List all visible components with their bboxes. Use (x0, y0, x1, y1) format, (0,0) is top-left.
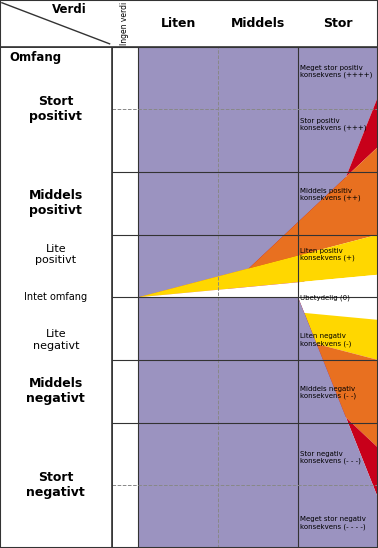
Text: Omfang: Omfang (9, 51, 61, 64)
Text: Middels positiv
konsekvens (++): Middels positiv konsekvens (++) (300, 188, 361, 201)
Text: Stor: Stor (323, 17, 353, 30)
Bar (112, 47, 378, 548)
Text: Meget stor positiv
konsekvens (++++): Meget stor positiv konsekvens (++++) (300, 65, 373, 78)
Text: Stort
negativt: Stort negativt (26, 471, 85, 499)
Text: Liten negativ
konsekvens (-): Liten negativ konsekvens (-) (300, 333, 352, 347)
Polygon shape (138, 297, 378, 448)
Polygon shape (138, 147, 378, 297)
Polygon shape (138, 275, 378, 320)
Bar (112, 47, 378, 548)
Text: Lite
negativt: Lite negativt (33, 329, 79, 351)
Polygon shape (138, 297, 378, 498)
Text: Middels: Middels (231, 17, 285, 30)
Text: Liten positiv
konsekvens (+): Liten positiv konsekvens (+) (300, 248, 355, 261)
Text: Middels negativ
konsekvens (- -): Middels negativ konsekvens (- -) (300, 386, 356, 399)
Polygon shape (138, 235, 378, 297)
Polygon shape (138, 47, 378, 297)
Text: Ubetydelig (0): Ubetydelig (0) (300, 294, 350, 300)
Text: Middels
negativt: Middels negativt (26, 378, 85, 406)
Bar (0, 47, 112, 548)
Text: Stor positiv
konsekvens (+++): Stor positiv konsekvens (+++) (300, 118, 367, 131)
Text: Stort
positivt: Stort positivt (29, 95, 82, 123)
Text: Liten: Liten (160, 17, 196, 30)
Polygon shape (138, 297, 378, 548)
Text: Ingen verdi: Ingen verdi (120, 2, 129, 45)
Text: Intet omfang: Intet omfang (24, 292, 87, 302)
Bar (0, 0, 378, 47)
Text: Verdi: Verdi (52, 3, 87, 16)
Text: Lite
positivt: Lite positivt (35, 244, 76, 265)
Text: Middels
positivt: Middels positivt (29, 189, 83, 217)
Polygon shape (138, 96, 378, 297)
Text: Stor negativ
konsekvens (- - -): Stor negativ konsekvens (- - -) (300, 451, 361, 465)
Polygon shape (138, 297, 378, 360)
Text: Meget stor negativ
konsekvens (- - - -): Meget stor negativ konsekvens (- - - -) (300, 516, 366, 530)
